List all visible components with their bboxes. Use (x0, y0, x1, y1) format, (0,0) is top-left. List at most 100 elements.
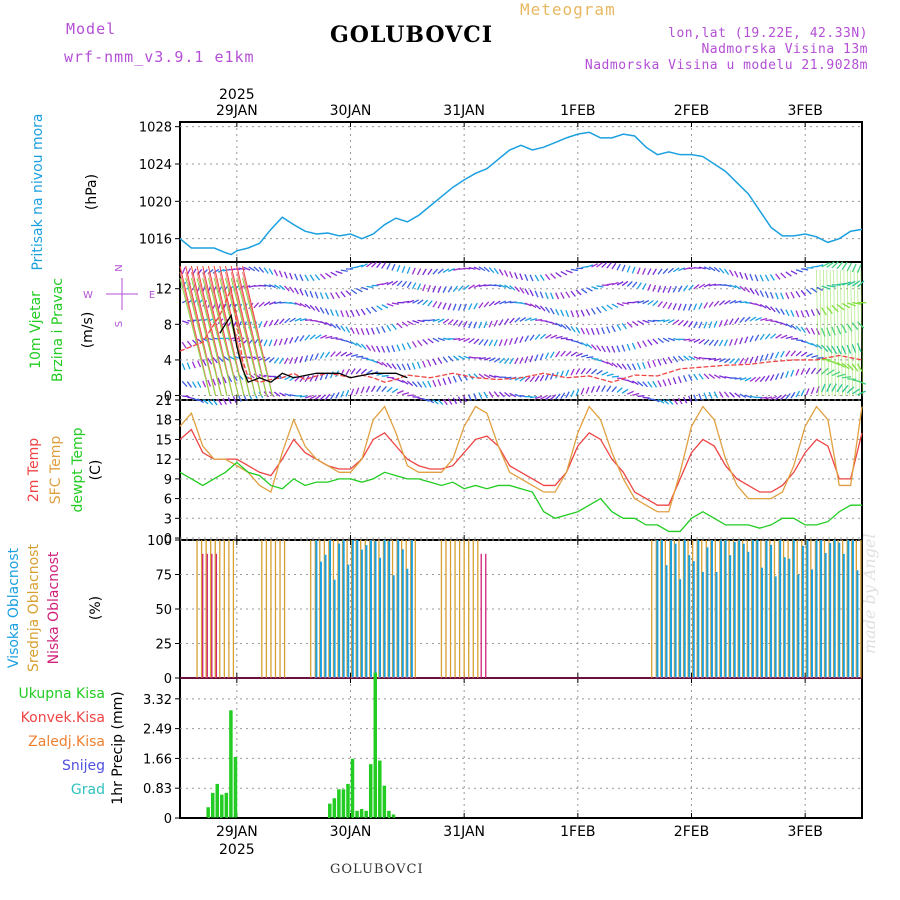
temp-line-0 (179, 428, 863, 506)
precip-bar (373, 672, 378, 818)
wind-unit-label: (m/s) (80, 312, 96, 349)
wind-arrows (179, 261, 867, 406)
temp-side-label-2: dewpt Temp (70, 427, 86, 512)
year-label-bottom: 2025 (219, 842, 255, 858)
compass-s: S (114, 321, 125, 327)
compass-w: W (83, 290, 93, 301)
temp-line-1 (179, 405, 863, 513)
ytick-label: 2.49 (143, 723, 172, 738)
precip-bar (206, 807, 210, 818)
ytick-label: 12 (155, 453, 172, 468)
temp-unit-label: (C) (88, 460, 104, 481)
ytick-label: 21 (155, 394, 172, 409)
year-label-top: 2025 (219, 87, 255, 103)
panel-frame-wind (179, 261, 863, 401)
precip-legend-0: Ukupna Kisa (18, 686, 105, 702)
xtick-label-top: 31JAN (443, 103, 485, 119)
precip-bar (364, 810, 368, 818)
ytick-label: 0 (164, 532, 172, 547)
precip-bar (328, 803, 332, 818)
xtick-label-top: 2FEB (674, 103, 709, 119)
model-label: Model (66, 20, 117, 38)
ytick-label: 1024 (139, 158, 172, 173)
xtick-label-top: 3FEB (787, 103, 822, 119)
footer-location: GOLUBOVCI (330, 862, 424, 877)
pressure-line (179, 131, 863, 256)
precip-bar (382, 785, 387, 818)
wind-gust-line (219, 313, 408, 384)
ytick-label: 4 (164, 354, 172, 369)
wind-speed-line (179, 286, 863, 383)
precip-bar (337, 789, 341, 818)
ytick-label: 3.32 (143, 693, 172, 708)
pressure-unit-label: (hPa) (84, 174, 100, 210)
ytick-label: 25 (155, 638, 172, 653)
precip-bar (368, 764, 373, 818)
cloud-bars (196, 540, 862, 678)
altitude-label: Nadmorska Visina 13m (701, 42, 868, 57)
pressure-side-label: Pritisak na nivou mora (30, 113, 46, 270)
precip-legend-3: Snijeg (62, 758, 105, 774)
cloud-side-label-2: Niska Oblacnost (46, 551, 62, 664)
ytick-label: 100 (147, 534, 172, 549)
precip-bar (378, 760, 382, 818)
ytick-label: 50 (155, 603, 172, 618)
precip-bar (359, 809, 364, 818)
cloud-side-label-0: Visoka Oblacnost (6, 547, 22, 668)
precip-bar (224, 792, 229, 818)
ytick-label: 1020 (139, 195, 172, 210)
ytick-label: 9 (164, 473, 172, 488)
cloud-unit-label: (%) (88, 596, 104, 620)
precip-bar (387, 810, 391, 818)
ytick-label: 1028 (139, 121, 172, 136)
precip-legend-4: Grad (71, 782, 105, 798)
precip-bar (215, 783, 220, 818)
precip-bar (332, 798, 337, 818)
wind-side-label-1: 10m Vjetar (28, 291, 44, 369)
ytick-label: 0.83 (143, 782, 172, 797)
ytick-label: 8 (164, 318, 172, 333)
precip-bar (391, 814, 396, 818)
precip-bar (346, 783, 350, 818)
xtick-label-bottom: 29JAN (216, 824, 258, 840)
ytick-label: 1.66 (143, 752, 172, 767)
xtick-label-top: 29JAN (216, 103, 258, 119)
ytick-label: 0 (164, 390, 172, 405)
ytick-label: 18 (155, 414, 172, 429)
precip-bar (341, 789, 346, 818)
precip-bar (210, 792, 215, 818)
xtick-label-top: 30JAN (330, 103, 372, 119)
model-name: wrf-nmm_v3.9.1 e1km (64, 48, 255, 66)
ytick-label: 15 (155, 433, 172, 448)
precip-bar (233, 756, 238, 818)
panel-frame-temperature (179, 399, 863, 541)
ytick-label: 0 (164, 812, 172, 827)
compass-n: N (114, 264, 125, 271)
panel-frame-pressure (179, 121, 863, 263)
precip-bar (350, 758, 355, 818)
compass-e: E (149, 290, 155, 301)
xtick-label-bottom: 1FEB (560, 824, 595, 840)
altitude-model-label: Nadmorska Visina u modelu 21.9028m (584, 58, 868, 73)
precip-bar (355, 810, 359, 818)
ytick-label: 0 (164, 672, 172, 687)
temp-side-label-1: SFC Temp (48, 436, 64, 505)
xtick-label-bottom: 2FEB (674, 824, 709, 840)
xtick-label-bottom: 3FEB (787, 824, 822, 840)
wind-side-label-2: Brzina i Pravac (50, 278, 66, 382)
meteogram-label: Meteogram (520, 0, 616, 19)
ytick-label: 75 (155, 569, 172, 584)
precip-bar (229, 710, 233, 818)
ytick-label: 12 (155, 283, 172, 298)
lonlat-label: lon,lat (19.22E, 42.33N) (668, 26, 868, 41)
precip-bars (206, 672, 396, 818)
cloud-side-label-1: Srednja Oblacnost (26, 544, 42, 672)
page-title: GOLUBOVCI (330, 22, 494, 48)
precip-legend-2: Zaledj.Kisa (28, 734, 105, 750)
xtick-label-bottom: 31JAN (443, 824, 485, 840)
temp-side-label-0: 2m Temp (26, 438, 42, 502)
ytick-label: 6 (164, 493, 172, 508)
xtick-label-top: 1FEB (560, 103, 595, 119)
precip-unit-label: 1hr Precip (mm) (110, 691, 126, 804)
